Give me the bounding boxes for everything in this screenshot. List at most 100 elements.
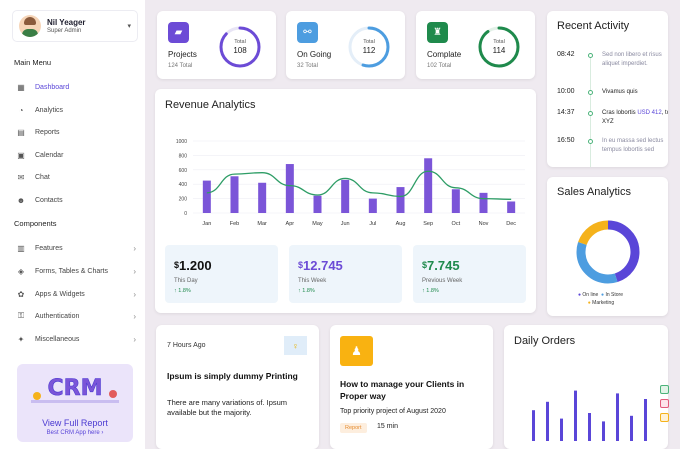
order-bar: [616, 393, 619, 441]
revenue-bar: [396, 187, 405, 213]
revenue-value: 1.200: [179, 258, 212, 273]
misc-icon: ✦: [17, 334, 25, 344]
order-bar: [588, 413, 591, 441]
stat-sub: 32 Total: [297, 63, 318, 69]
legend-label: On line: [582, 292, 599, 298]
revenue-chart: 0 200 400 600 800 1000 Jan Feb Mar Apr May Jun Jul Au…: [176, 139, 525, 227]
currency-symbol: $: [422, 260, 428, 270]
revenue-label: This Day: [174, 278, 198, 284]
sidebar-item-reports[interactable]: ▤ Reports: [16, 125, 136, 139]
notice-time: 15 min: [377, 423, 399, 430]
x-tick-label: Feb: [230, 221, 239, 227]
revenue-week-card: $12.745 This Week ↑ 1.8%: [289, 245, 402, 303]
sidebar-item-label: Calendar: [35, 151, 64, 159]
toolbar-icon[interactable]: [660, 413, 669, 422]
revenue-bar: [258, 182, 267, 213]
caret-down-icon: ▾: [127, 23, 131, 30]
reports-icon: ▤: [17, 127, 25, 137]
revenue-bar: [451, 189, 460, 213]
sales-donut-chart: [576, 220, 640, 284]
toolbar-icon[interactable]: [660, 399, 669, 408]
sidebar-item-contacts[interactable]: ☻ Contacts: [16, 193, 136, 207]
calendar-icon: ▣: [17, 150, 25, 160]
sidebar: Nil Yeager Super Admin ▾ Main Menu ▦ Das…: [0, 0, 145, 449]
ring-label: Total: [363, 39, 375, 45]
x-tick-label: Oct: [452, 221, 461, 227]
crm-art-text: CRM: [48, 376, 103, 401]
order-bar: [630, 415, 633, 441]
sidebar-item-authentication[interactable]: ⚿ Authentication ›: [16, 309, 136, 323]
activity-text: Cras lobortis: [602, 110, 638, 116]
stat-card-ongoing: ⚯ On Going 32 Total Total 112: [286, 11, 405, 79]
sales-legend: ● On line ● In Store ● Marketing: [578, 291, 658, 307]
sidebar-item-forms[interactable]: ◈ Forms, Tables & Charts ›: [16, 264, 136, 278]
forms-icon: ◈: [17, 266, 25, 276]
x-tick-label: Nov: [479, 221, 489, 227]
sidebar-item-chat[interactable]: ✉ Chat: [16, 170, 136, 184]
analytics-icon: ◔: [18, 105, 24, 115]
revenue-title: Revenue Analytics: [165, 99, 256, 111]
notice-sub: Top priority project of August 2020: [340, 408, 446, 415]
user-icon: ♟: [340, 336, 373, 366]
activity-text: In eu massa sed lectus tempus lobortis s…: [602, 138, 664, 153]
recent-activity-card: Recent Activity 08:42 Sed non libero et …: [547, 11, 668, 167]
sidebar-item-analytics[interactable]: ◔ Analytics: [16, 103, 136, 117]
sidebar-item-miscellaneous[interactable]: ✦ Miscellaneous ›: [16, 332, 136, 346]
revenue-bar: [202, 180, 211, 213]
sidebar-item-calendar[interactable]: ▣ Calendar: [16, 148, 136, 162]
sidebar-item-features[interactable]: ▥ Features ›: [16, 241, 136, 255]
sidebar-item-label: Miscellaneous: [35, 335, 80, 343]
revenue-prev-week-card: $7.745 Previous Week ↑ 1.8%: [413, 245, 526, 303]
revenue-trend-line: [206, 170, 512, 200]
ring-label: Total: [234, 39, 246, 45]
order-bar: [644, 399, 647, 441]
sales-title: Sales Analytics: [557, 186, 631, 198]
sidebar-item-label: Contacts: [35, 196, 63, 204]
revenue-change: ↑ 1.8%: [174, 288, 191, 294]
crm-illustration: CRM: [31, 376, 119, 403]
main-menu-title: Main Menu: [14, 58, 52, 67]
sidebar-item-apps[interactable]: ✿ Apps & Widgets ›: [16, 287, 136, 301]
donut-slice: [576, 220, 640, 284]
chevron-right-icon: ›: [133, 311, 136, 321]
revenue-change: ↑ 1.8%: [298, 288, 315, 294]
daily-orders-title: Daily Orders: [514, 335, 576, 347]
toolbar-icon[interactable]: [660, 385, 669, 394]
activity-time: 14:37: [557, 109, 575, 116]
sidebar-item-label: Analytics: [35, 106, 64, 114]
profile-role: Super Admin: [47, 28, 82, 34]
promo-link[interactable]: Best CRM App here ›: [46, 430, 104, 436]
revenue-bar: [479, 192, 488, 213]
revenue-label: This Week: [298, 278, 327, 284]
chevron-right-icon: ›: [133, 243, 136, 253]
stat-label: Projects: [168, 50, 197, 59]
y-tick-label: 200: [179, 197, 188, 203]
ring-value: 112: [362, 46, 376, 55]
ring-value: 114: [492, 46, 506, 55]
chevron-right-icon: ›: [133, 334, 136, 344]
activity-amount: USD 412: [637, 110, 662, 116]
x-tick-label: May: [312, 221, 323, 227]
revenue-value: 12.745: [303, 258, 343, 273]
y-tick-label: 800: [179, 153, 188, 159]
profile-dropdown[interactable]: Nil Yeager Super Admin ▾: [12, 10, 138, 42]
sidebar-item-label: Dashboard: [35, 83, 70, 91]
folder-icon: ▰: [168, 22, 189, 43]
notice-card[interactable]: ♟ How to manage your Clients in Proper w…: [330, 325, 493, 449]
legend-dot-icon: ●: [587, 300, 591, 306]
profile-name: Nil Yeager: [47, 18, 86, 27]
currency-symbol: $: [174, 260, 180, 270]
y-tick-label: 0: [184, 211, 187, 217]
promo-card[interactable]: CRM View Full Report Best CRM App here ›: [17, 364, 133, 442]
timeline-dot: [588, 111, 593, 116]
x-tick-label: Sep: [423, 221, 433, 227]
features-icon: ▥: [17, 243, 25, 253]
sidebar-item-dashboard[interactable]: ▦ Dashboard: [16, 80, 136, 94]
ring-label: Total: [493, 39, 505, 45]
stat-card-complete: ♜ Complate 102 Total Total 114: [416, 11, 535, 79]
avatar: [19, 15, 41, 37]
timeline-dot: [588, 53, 593, 58]
stat-sub: 102 Total: [427, 63, 452, 69]
blog-card[interactable]: 7 Hours Ago ♀ Ipsum is simply dummy Prin…: [156, 325, 319, 449]
timeline-dot: [588, 139, 593, 144]
